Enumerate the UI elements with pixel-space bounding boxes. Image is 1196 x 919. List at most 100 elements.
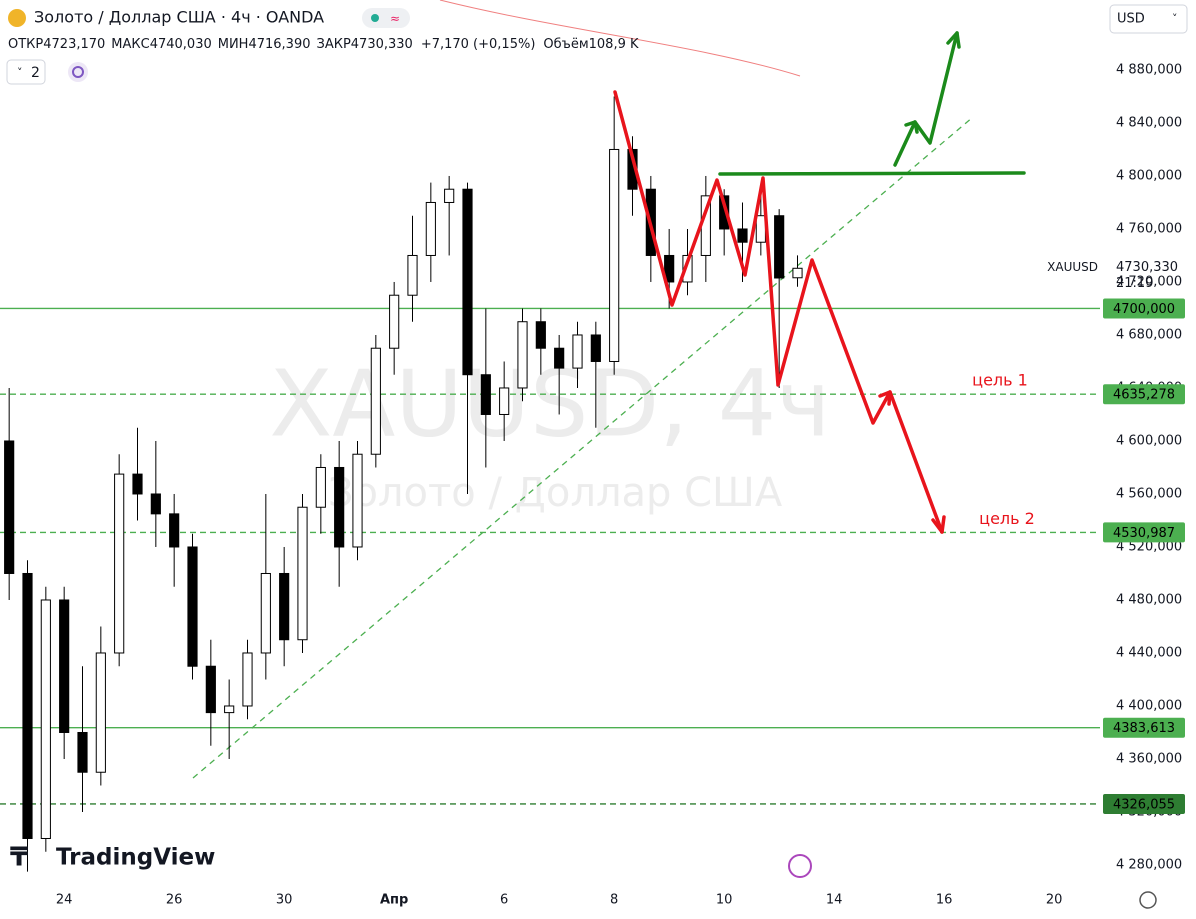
green-arrow — [893, 31, 959, 167]
x-tick-label: 24 — [56, 893, 73, 908]
resistance-line — [718, 171, 1026, 176]
candle-body — [719, 195, 730, 230]
alert-icon[interactable] — [788, 854, 812, 878]
candle-body — [334, 466, 345, 548]
candle-body — [205, 665, 216, 714]
x-tick-label: 16 — [936, 893, 953, 908]
x-tick-label: 14 — [826, 893, 843, 908]
open-label: ОТКР — [8, 37, 43, 52]
y-tick-label: 4 880,000 — [1116, 62, 1182, 77]
ohlc: ОТКР4723,170 МАКС4740,030 МИН4716,390 ЗАКР4… — [8, 37, 639, 52]
moving-average — [439, 0, 801, 77]
candle-body — [664, 254, 675, 283]
indicators-toggle[interactable] — [6, 59, 46, 85]
candles — [4, 96, 803, 872]
arrow-head — [931, 515, 946, 534]
status-dot — [371, 14, 379, 22]
candle-body — [315, 466, 326, 508]
candle-body — [352, 453, 363, 548]
candle-body — [572, 334, 583, 369]
logo: ₸ TradingView — [10, 843, 215, 873]
chevron: ˅ — [17, 66, 23, 79]
y-tick-label: 4 760,000 — [1116, 221, 1182, 236]
price-badge — [1103, 717, 1185, 738]
red-arrow — [613, 90, 944, 534]
y-tick-label: 4 360,000 — [1116, 751, 1182, 766]
currency-select[interactable] — [1109, 4, 1188, 34]
candle-body — [407, 254, 418, 296]
candle-body — [242, 652, 253, 707]
candle-body — [535, 321, 546, 349]
refresh-icon — [72, 66, 84, 78]
candle-body — [169, 513, 180, 548]
candle-body — [40, 599, 51, 839]
close-label: ЗАКР — [316, 37, 350, 52]
candle-body — [150, 493, 161, 515]
x-tick-label: 8 — [610, 893, 618, 908]
chevron: ˅ — [1172, 12, 1178, 25]
candle-body — [444, 188, 455, 203]
symbol-title: Золото / Доллар США · 4ч · OANDA — [34, 8, 324, 27]
candle-body — [774, 215, 785, 279]
candle-body — [224, 705, 235, 714]
price-badge — [1103, 522, 1185, 543]
x-tick-label: 6 — [500, 893, 508, 908]
x-tick-label: 10 — [716, 893, 733, 908]
price-badge — [1103, 793, 1185, 814]
candle-body — [59, 599, 70, 733]
open: 4723,170 — [43, 37, 105, 52]
last-price: 4730,330 — [1116, 260, 1178, 275]
watermark-subtitle: Золото / Доллар США — [328, 470, 783, 516]
candle-body — [77, 731, 88, 773]
y-tick-label: 4 720,000 — [1116, 274, 1182, 289]
candle-body — [114, 473, 125, 654]
y-tick-label: 4 400,000 — [1116, 698, 1182, 713]
y-tick-label: 4 280,000 — [1116, 857, 1182, 872]
x-tick-label: 30 — [276, 893, 293, 908]
change: +7,170 (+0,15%) — [421, 37, 536, 52]
y-tick-label: 4 520,000 — [1116, 539, 1182, 554]
arrow-head — [946, 31, 961, 49]
logo-text: TradingView — [56, 845, 215, 871]
candle-body — [480, 374, 491, 415]
arrow-head — [904, 120, 919, 134]
candle-body — [499, 387, 510, 415]
y-tick-label: 4 800,000 — [1116, 168, 1182, 183]
candle-body — [462, 188, 473, 376]
candle-body — [590, 334, 601, 362]
target-label: цель 1 — [972, 371, 1028, 390]
trend-line — [192, 116, 974, 779]
x-tick-label: Апр — [380, 893, 408, 908]
plot: цель 1 цель 2 — [0, 307, 1100, 805]
candle-body — [4, 440, 15, 574]
candle-body — [279, 572, 290, 641]
arrow-head — [878, 390, 892, 406]
price-axis — [1100, 0, 1196, 919]
status-badge — [362, 8, 410, 28]
header: Золото / Доллар США · 4ч · OANDA ≈ ОТКР4… — [6, 4, 1188, 85]
high: 4740,030 — [150, 37, 212, 52]
low: 4716,390 — [248, 37, 310, 52]
x-tick-label: 20 — [1046, 893, 1063, 908]
candle-body — [187, 546, 198, 667]
settings-icon[interactable] — [1139, 891, 1157, 909]
candle-body — [260, 572, 271, 654]
drawing — [613, 31, 1026, 534]
watermark: XAUUSD, 4ч Золото / Доллар США — [269, 350, 830, 516]
logo-mark: ₸ — [10, 843, 28, 873]
symbol-label: XAUUSD — [1047, 260, 1098, 274]
countdown: 21:19 — [1116, 276, 1153, 291]
y-tick-label: 4 680,000 — [1116, 327, 1182, 342]
status-icon: ≈ — [390, 12, 400, 26]
refresh-button[interactable] — [68, 62, 88, 82]
candle-body — [370, 347, 381, 455]
y-tick-label: 4 560,000 — [1116, 486, 1182, 501]
y-tick-label: 4 840,000 — [1116, 115, 1182, 130]
y-tick-label: 4 480,000 — [1116, 592, 1182, 607]
price-badge-label: 4530,987 — [1113, 526, 1175, 541]
candle-body — [609, 148, 620, 362]
x-tick-label: 26 — [166, 893, 183, 908]
